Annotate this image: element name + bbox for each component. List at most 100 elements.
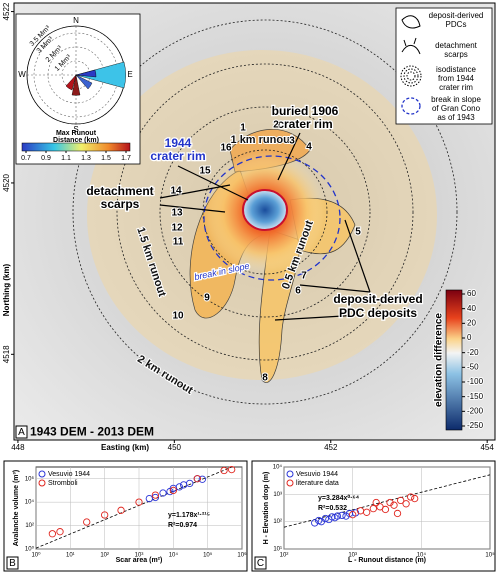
point — [386, 498, 394, 507]
point — [220, 466, 228, 475]
point — [151, 491, 160, 499]
point — [101, 511, 109, 519]
annotation: 1944 — [165, 136, 192, 150]
annotation: crater rim — [150, 149, 205, 163]
point — [407, 493, 415, 501]
point — [193, 475, 201, 483]
legend-label: crater rim — [439, 83, 473, 92]
panel-label: A — [18, 427, 25, 438]
x-tick-label: 10⁶ — [237, 552, 247, 559]
arrow — [277, 132, 301, 181]
x-tick-label: 10³ — [135, 553, 144, 559]
panel-label-box — [254, 556, 267, 570]
point — [311, 519, 319, 527]
rose-wedge — [65, 74, 77, 91]
x-tick-label: 10³ — [348, 553, 357, 559]
x-tick-label: 10² — [100, 553, 109, 559]
y-tick-label: 10⁰ — [25, 546, 35, 553]
annotation: deposit-derived — [333, 292, 422, 306]
point — [151, 493, 160, 502]
y-axis-label: H - Elevation drop (m) — [263, 472, 270, 545]
arrow — [274, 314, 361, 321]
point — [411, 494, 419, 503]
legend-icon — [400, 65, 422, 87]
scarp-number: 1 — [240, 123, 246, 134]
legend-label: as of 1943 — [437, 113, 475, 122]
isodistance-circle — [159, 106, 371, 318]
y-tick-label: 10⁴ — [25, 499, 35, 506]
point — [175, 483, 184, 491]
isodistance-circle — [202, 149, 328, 275]
crater — [242, 189, 288, 231]
rose-direction: E — [127, 70, 132, 79]
point — [338, 511, 346, 520]
point — [169, 486, 177, 495]
isodistance — [72, 19, 458, 405]
arrow — [177, 165, 249, 201]
colorbar — [445, 289, 463, 431]
scarp-number: 13 — [171, 208, 183, 219]
legend-label: Vesuvio 1944 — [48, 471, 90, 478]
x-tick-label: 10⁴ — [417, 552, 427, 559]
x-tick-label: 10¹ — [66, 553, 75, 559]
point — [381, 505, 390, 514]
x-axis-label: Scar area (m²) — [116, 557, 163, 564]
arrow — [159, 184, 231, 199]
rose-colorbar-tick-label: 1.5 — [101, 155, 111, 162]
fit-label: y=3.284x⁰·⁶⁴ — [318, 494, 360, 502]
scarp-number: 2 — [273, 120, 279, 131]
x-tick-label: 10² — [280, 553, 289, 559]
scarp-number: 14 — [170, 186, 182, 197]
panel-label-box — [6, 556, 19, 570]
scarp-number: 3 — [289, 136, 295, 147]
scarp-number: 10 — [172, 311, 184, 322]
scarp-number: 7 — [301, 271, 307, 282]
x-axis-label: Easting (km) — [101, 443, 149, 452]
legend-label: Vesuvio 1944 — [296, 471, 338, 478]
fit-r2: R²=0.532 — [318, 505, 347, 512]
scarp-number: 8 — [262, 373, 268, 384]
y-tick-label: 10⁴ — [273, 464, 283, 471]
arrow — [299, 284, 371, 293]
point — [397, 496, 405, 505]
point — [48, 530, 57, 538]
panel-label-box — [15, 425, 28, 439]
colorbar-tick-label: -150 — [467, 392, 484, 401]
point — [228, 465, 236, 474]
y-axis-label: Northing (km) — [2, 263, 11, 316]
colorbar-tick-label: 40 — [467, 304, 476, 313]
point — [349, 511, 357, 519]
legend-label: break in slope — [431, 95, 481, 104]
legend-marker — [286, 470, 294, 478]
colorbar-tick-label: 0 — [467, 333, 472, 342]
annotation: detachment — [86, 184, 153, 198]
legend-label: deposit-derived — [429, 11, 484, 20]
scarp-number: 15 — [199, 166, 211, 177]
break-in-slope — [203, 155, 341, 281]
isodistance-circle — [116, 63, 414, 361]
point — [159, 489, 167, 497]
point — [333, 512, 342, 520]
legend-label: isodistance — [436, 65, 477, 74]
y-axis-label: Avalanche volume (m³) — [13, 470, 20, 546]
colorbar-tick-label: -250 — [467, 421, 484, 430]
rose-wedge — [75, 61, 126, 89]
y-tick-label: 10² — [25, 523, 34, 529]
legend-marker — [38, 479, 46, 487]
legend-icon — [401, 37, 421, 55]
colorbar-label: elevation difference — [434, 313, 445, 407]
isodistance-circle — [72, 19, 458, 405]
panel-label: B — [9, 558, 16, 569]
scarp-number: 9 — [204, 293, 210, 304]
rose-colorbar-label: Max Runout — [56, 130, 97, 137]
point — [135, 498, 143, 506]
point — [369, 504, 377, 513]
colorbar-tick-label: -100 — [467, 377, 484, 386]
scarp-number: 11 — [173, 237, 184, 248]
legend-label: literature data — [296, 480, 339, 487]
point — [393, 509, 402, 518]
annotation: crater rim — [277, 117, 332, 131]
annotation: PDC deposits — [339, 306, 417, 320]
point — [198, 475, 206, 483]
legend-marker — [38, 470, 46, 478]
